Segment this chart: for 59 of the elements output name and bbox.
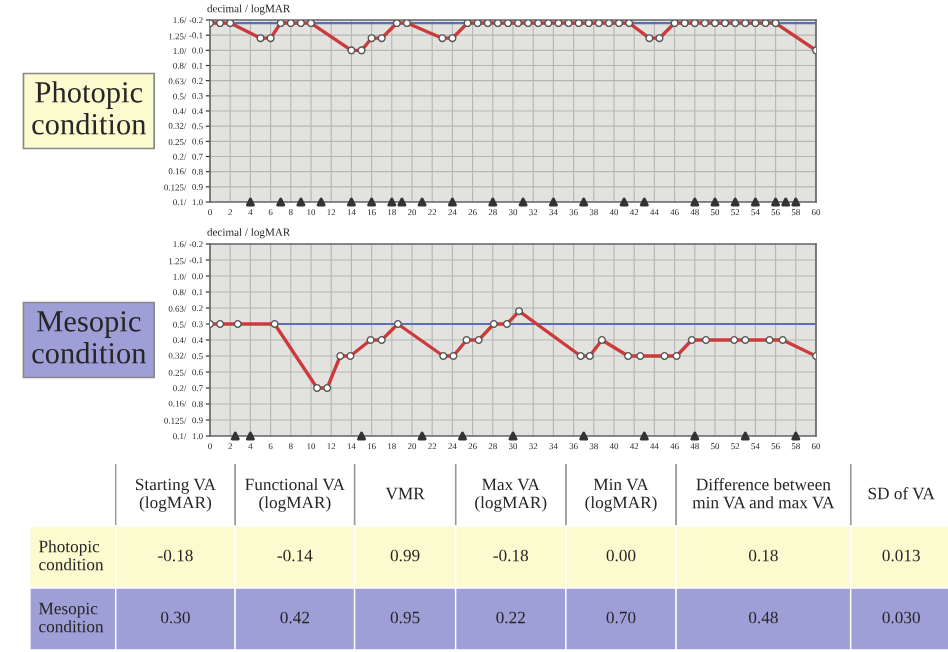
point — [245, 197, 255, 207]
text: -0.14 — [277, 549, 313, 562]
category-label: Min VA (logMAR) — [585, 478, 657, 512]
point — [367, 197, 377, 207]
point — [230, 431, 240, 441]
point — [447, 197, 457, 207]
point — [730, 197, 740, 207]
text: 0.30 — [161, 611, 190, 624]
point — [791, 197, 801, 207]
point — [346, 197, 356, 207]
text: 0.70 — [606, 611, 636, 624]
point — [548, 197, 558, 207]
point — [791, 431, 801, 441]
category-label: Starting VA (logMAR) — [135, 478, 216, 512]
text: -0.18 — [158, 549, 193, 562]
category-label: Max VA (logMAR) — [475, 478, 547, 512]
point — [316, 197, 326, 207]
point — [690, 197, 700, 207]
text: 0.99 — [390, 549, 420, 562]
point — [417, 431, 427, 441]
text: 0.22 — [496, 611, 525, 624]
text: 0.00 — [606, 549, 636, 562]
point — [276, 197, 286, 207]
text: 0.42 — [280, 611, 309, 624]
point — [508, 431, 518, 441]
point — [781, 197, 791, 207]
text: 0.95 — [390, 611, 420, 624]
point — [639, 197, 649, 207]
point — [690, 431, 700, 441]
point — [245, 431, 255, 441]
point — [488, 197, 498, 207]
point — [458, 431, 467, 441]
point — [619, 197, 629, 207]
point — [639, 431, 649, 441]
point — [750, 197, 760, 207]
point — [579, 197, 589, 207]
point — [518, 197, 528, 207]
category-label: Photopic condition — [39, 540, 104, 571]
category-label: VMR — [385, 487, 425, 500]
text: Photopic condition — [32, 81, 147, 135]
category-label: SD of VA — [868, 487, 935, 500]
category-label: Mesopic condition — [39, 602, 104, 633]
point — [417, 197, 427, 207]
category-label: Functional VA (logMAR) — [245, 478, 345, 512]
point — [387, 197, 397, 207]
point — [579, 431, 589, 441]
text: Mesopic condition — [32, 311, 147, 364]
point — [771, 197, 781, 207]
text: 0.030 — [882, 611, 920, 624]
point — [296, 197, 306, 207]
category-label: Difference between min VA and max VA — [692, 478, 835, 509]
text: 0.18 — [748, 549, 778, 562]
point — [740, 431, 750, 441]
text: 0.013 — [882, 549, 920, 562]
text: 0.48 — [748, 611, 778, 624]
point — [397, 197, 407, 207]
text: -0.18 — [493, 549, 529, 562]
point — [357, 431, 366, 441]
point — [710, 197, 720, 207]
